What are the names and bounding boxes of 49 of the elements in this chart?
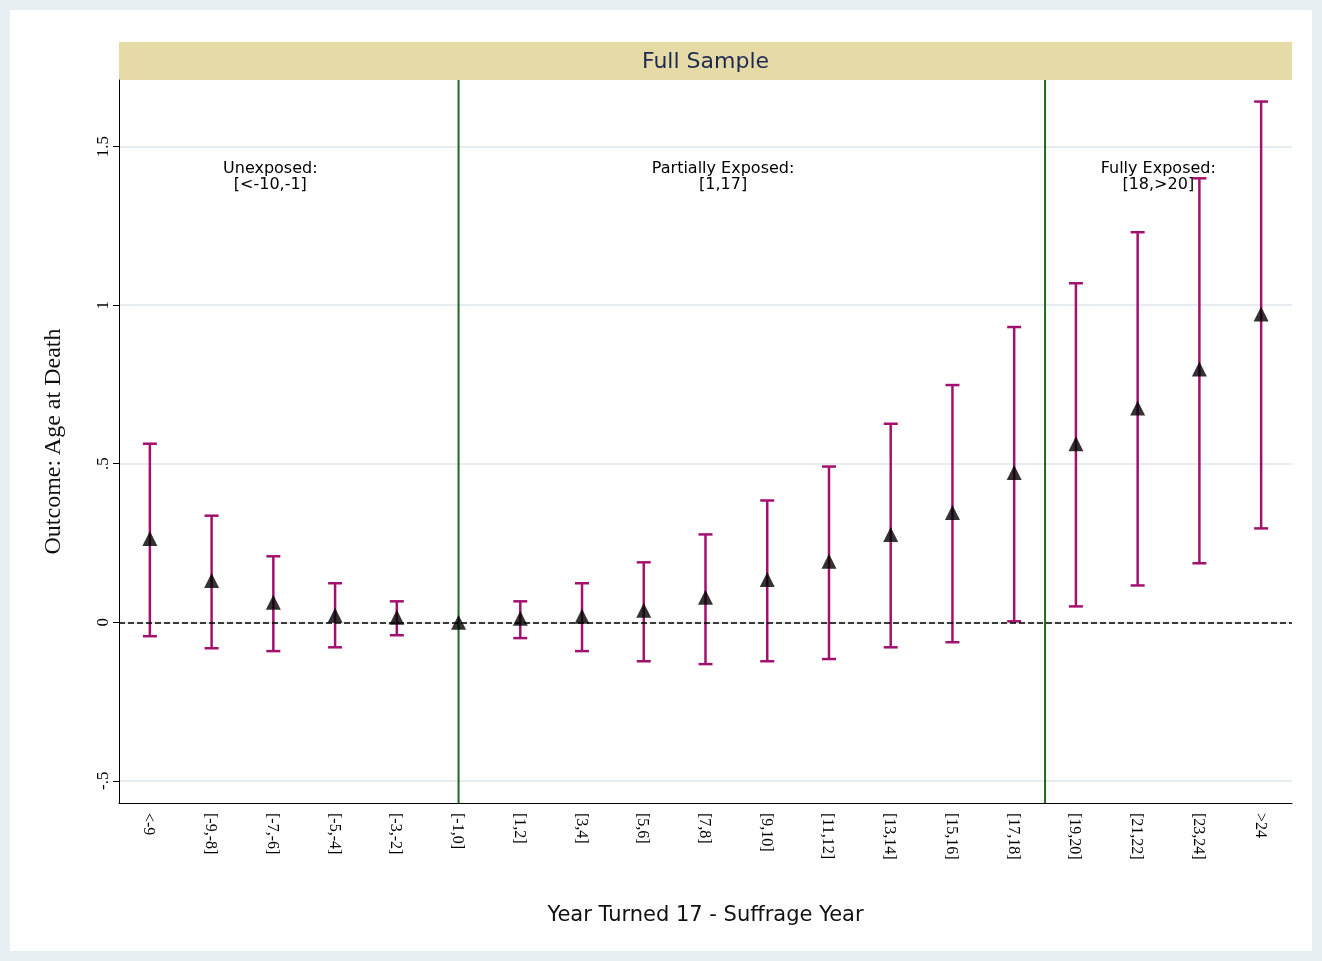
point bbox=[759, 571, 775, 587]
point bbox=[944, 505, 960, 521]
y-tick-label: .5 bbox=[93, 457, 112, 471]
x-tick-label: [-5,-4] bbox=[326, 813, 344, 855]
point bbox=[142, 531, 158, 547]
point bbox=[204, 572, 220, 588]
point bbox=[636, 602, 652, 618]
x-tick-label: [7,8] bbox=[697, 813, 714, 844]
x-tick-label: [17,18] bbox=[1005, 813, 1023, 860]
point bbox=[327, 607, 343, 623]
y-tick-label: 1.5 bbox=[93, 135, 112, 158]
x-tick-label: [-7,-6] bbox=[264, 813, 282, 855]
x-tick-label: [19,20] bbox=[1067, 813, 1085, 860]
x-tick-label: [15,16] bbox=[943, 813, 961, 860]
point bbox=[1130, 400, 1146, 416]
point bbox=[389, 609, 405, 625]
point bbox=[883, 526, 899, 542]
x-axis-title: Year Turned 17 - Suffrage Year bbox=[546, 901, 864, 926]
x-tick-label: [21,22] bbox=[1129, 813, 1147, 860]
point bbox=[1253, 306, 1269, 322]
annotation: Fully Exposed: [18,>20] bbox=[1100, 158, 1216, 194]
point bbox=[1068, 436, 1084, 452]
chart-title: Full Sample bbox=[119, 42, 1292, 80]
point bbox=[821, 553, 837, 569]
point bbox=[451, 614, 467, 630]
point bbox=[1006, 465, 1022, 481]
x-tick-label: [3,4] bbox=[573, 813, 591, 844]
y-tick-label: 1 bbox=[93, 300, 112, 310]
point bbox=[574, 608, 590, 624]
y-axis-title: Outcome: Age at Death bbox=[39, 328, 65, 555]
y-tick-label: 0 bbox=[93, 618, 112, 627]
point bbox=[265, 594, 281, 610]
x-tick-label: [-9,-8] bbox=[203, 813, 221, 855]
annotation: Partially Exposed: [1,17] bbox=[651, 158, 795, 194]
x-tick-label: [9,10] bbox=[758, 813, 776, 852]
x-tick-label: <-9 bbox=[141, 813, 159, 836]
x-tick-label: [-3,-2] bbox=[388, 813, 406, 855]
point bbox=[698, 589, 713, 605]
point bbox=[512, 610, 528, 626]
x-tick-label: [23,24] bbox=[1190, 813, 1208, 860]
x-tick-label: [-1,0] bbox=[450, 813, 468, 849]
x-tick-label: [13,14] bbox=[882, 813, 900, 860]
x-tick-label: [1,2] bbox=[511, 813, 529, 844]
y-tick-label: -.5 bbox=[93, 771, 112, 791]
x-tick-label: [5,6] bbox=[635, 813, 653, 844]
x-tick-label: [11,12] bbox=[820, 813, 838, 860]
x-tick-label: >24 bbox=[1252, 813, 1270, 839]
annotation: Unexposed: [<-10,-1] bbox=[223, 158, 318, 194]
point bbox=[1191, 361, 1207, 377]
